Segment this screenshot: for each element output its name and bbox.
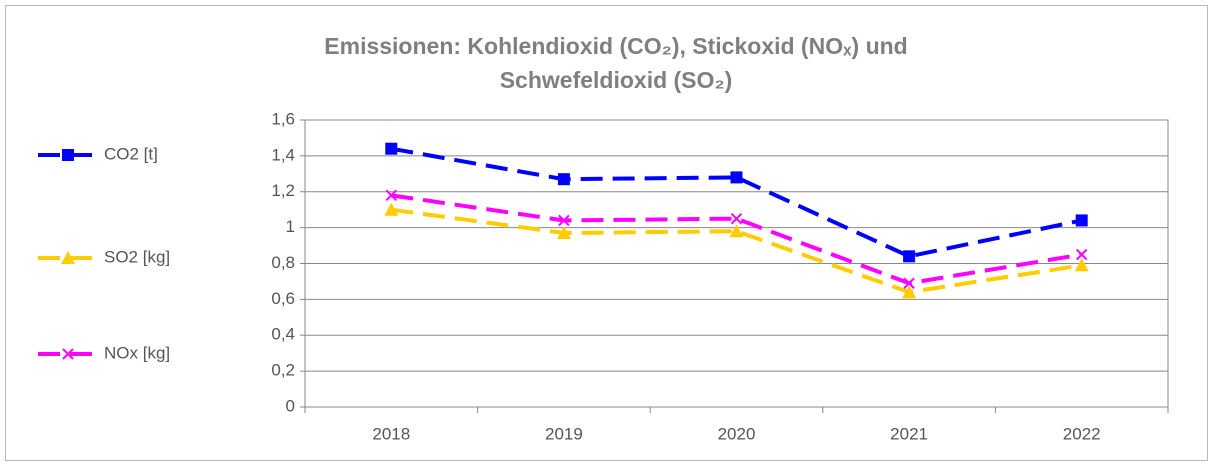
marker — [558, 214, 570, 227]
marker — [729, 224, 744, 238]
marker — [1075, 214, 1088, 227]
x-tick-label: 2021 — [890, 424, 928, 443]
y-tick-label: 0,4 — [271, 325, 295, 344]
legend-label: NOx [kg] — [104, 343, 170, 362]
chart-title: Emissionen: Kohlendioxid (CO₂), Stickoxi… — [324, 33, 907, 59]
x-tick-label: 2022 — [1063, 424, 1101, 443]
y-tick-label: 0,2 — [271, 361, 295, 380]
y-tick-label: 1,6 — [271, 109, 295, 128]
marker — [62, 149, 74, 161]
plot-border — [304, 119, 1169, 408]
y-tick-label: 0 — [286, 396, 295, 415]
marker — [730, 212, 743, 225]
series-line — [391, 193, 1083, 286]
marker — [902, 285, 917, 299]
marker — [556, 226, 571, 240]
marker — [903, 250, 916, 263]
y-tick-label: 1 — [286, 217, 295, 236]
marker — [557, 173, 570, 186]
y-tick-label: 1,2 — [271, 181, 295, 200]
marker — [1074, 258, 1089, 272]
marker — [62, 348, 74, 360]
marker — [61, 251, 75, 264]
y-tick-label: 0,6 — [271, 289, 295, 308]
y-tick-label: 1,4 — [271, 145, 295, 164]
marker — [384, 202, 399, 216]
series-line — [390, 146, 1083, 259]
series-line — [391, 207, 1083, 295]
chart-title: Schwefeldioxid (SO₂) — [500, 67, 733, 93]
x-tick-label: 2020 — [718, 424, 756, 443]
marker — [385, 142, 398, 155]
legend-label: SO2 [kg] — [104, 247, 170, 266]
x-tick-label: 2019 — [545, 424, 583, 443]
chart-border — [5, 5, 1208, 461]
marker — [903, 277, 915, 289]
legend-label: CO2 [t] — [104, 144, 158, 163]
marker — [1075, 248, 1088, 261]
marker — [385, 189, 398, 202]
y-tick-label: 0,8 — [271, 253, 295, 272]
x-tick-label: 2018 — [372, 424, 410, 443]
marker — [730, 171, 743, 184]
